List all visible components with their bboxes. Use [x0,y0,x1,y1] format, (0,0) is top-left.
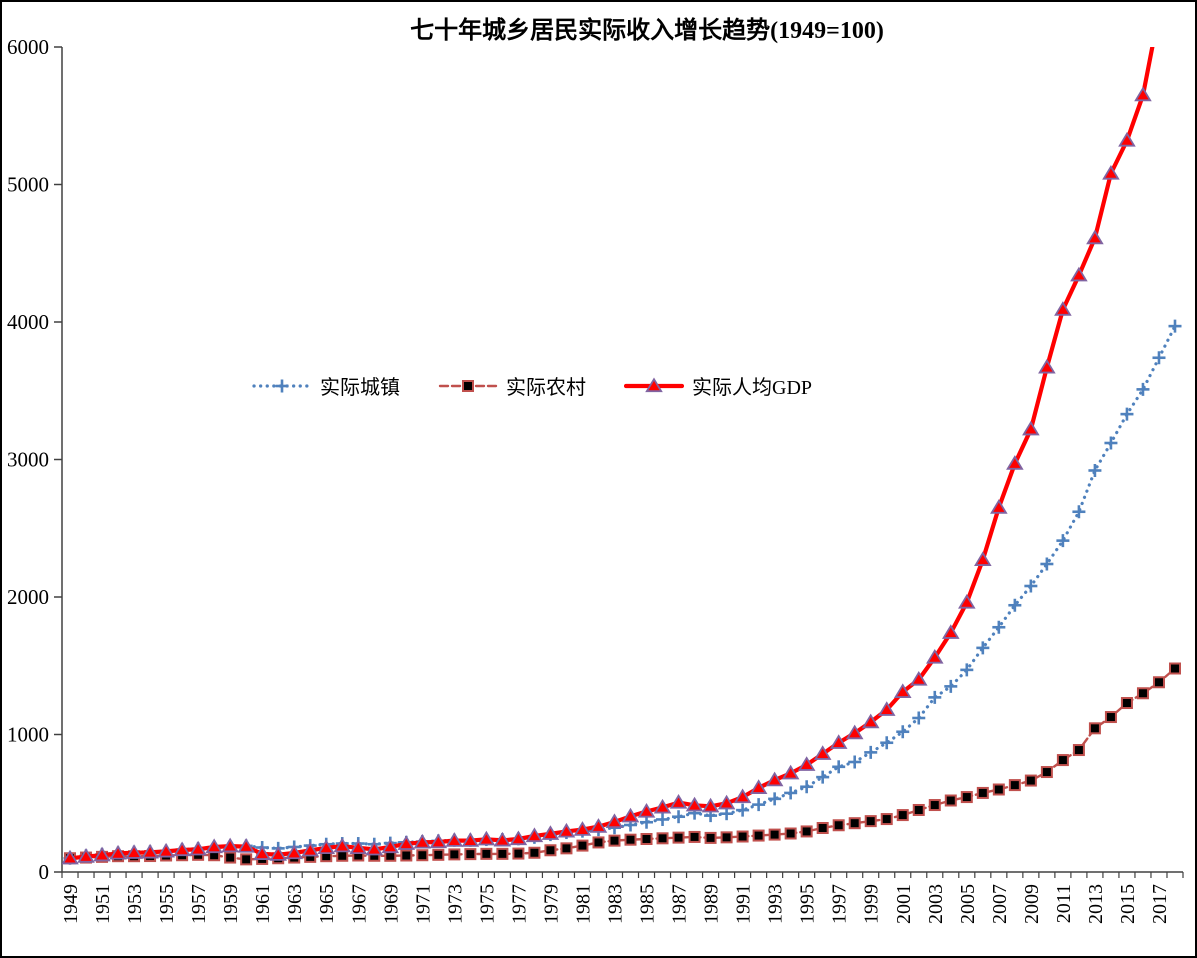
x-tick-label: 1955 [156,884,178,924]
x-tick-label: 1971 [412,884,434,924]
legend-label-rural: 实际农村 [506,377,586,399]
y-tick-label: 3000 [7,448,49,472]
x-tick-label: 1995 [797,884,819,924]
x-tick-label: 1999 [861,884,883,924]
x-tick-label: 1959 [220,884,242,924]
x-tick-label: 1961 [252,884,274,924]
x-tick-label: 2009 [1021,884,1043,924]
legend-label-urban: 实际城镇 [320,377,400,399]
x-tick-label: 1953 [124,884,146,924]
x-tick-label: 1991 [733,884,755,924]
urban-dotted-plus-sample-icon [252,379,312,392]
y-tick-label: 1000 [7,723,49,747]
x-tick-label: 1983 [604,884,626,924]
x-tick-label: 1963 [284,884,306,924]
x-tick-label: 1951 [92,884,114,924]
x-tick-label: 2007 [989,884,1011,924]
x-tick-label: 2011 [1053,884,1075,923]
x-tick-label: 1997 [829,884,851,924]
legend-label-gdp: 实际人均GDP [692,377,813,399]
x-tick-label: 1993 [765,884,787,924]
legend-item-rural: 实际农村 [438,371,586,400]
x-tick-label: 1975 [476,884,498,924]
series-实际人均GDP [62,47,1155,865]
series-实际农村 [64,662,1181,866]
y-axis-ticks: 0 1000 2000 3000 4000 5000 6000 [7,35,62,884]
legend-item-gdp: 实际人均GDP [624,371,812,400]
x-tick-label: 1985 [637,884,659,924]
legend-item-urban: 实际城镇 [252,371,400,400]
y-tick-label: 4000 [7,310,49,334]
x-tick-label: 1957 [188,884,210,924]
x-tick-label: 1989 [701,884,723,924]
x-tick-label: 1979 [540,884,562,924]
x-axis-ticks: 1949 1951 1953 1955 1957 1959 1961 1963 1965 1967… [60,872,1184,924]
y-tick-label: 6000 [7,35,49,59]
x-tick-label: 1965 [316,884,338,924]
x-tick-label: 2013 [1085,884,1107,924]
gdp-solid-triangle-sample-icon [624,376,684,392]
x-tick-label: 1987 [669,884,691,924]
rural-dashed-square-sample-icon [438,379,498,392]
y-tick-label: 2000 [7,585,49,609]
x-tick-label: 2001 [893,884,915,924]
x-tick-label: 1981 [572,884,594,924]
y-tick-label: 0 [39,860,50,884]
x-tick-label: 2005 [957,884,979,924]
x-tick-label: 2015 [1117,884,1139,924]
x-tick-label: 1967 [348,884,370,924]
x-tick-label: 2017 [1149,884,1171,924]
x-tick-label: 2003 [925,884,947,924]
x-tick-label: 1969 [380,884,402,924]
x-tick-label: 1949 [60,884,82,924]
y-tick-label: 5000 [7,173,49,197]
chart-legend: 实际城镇 实际农村 实际人均GDP [252,371,812,400]
x-tick-label: 1973 [444,884,466,924]
x-tick-label: 1977 [508,884,530,924]
chart-title: 七十年城乡居民实际收入增长趋势(1949=100) [410,18,884,44]
